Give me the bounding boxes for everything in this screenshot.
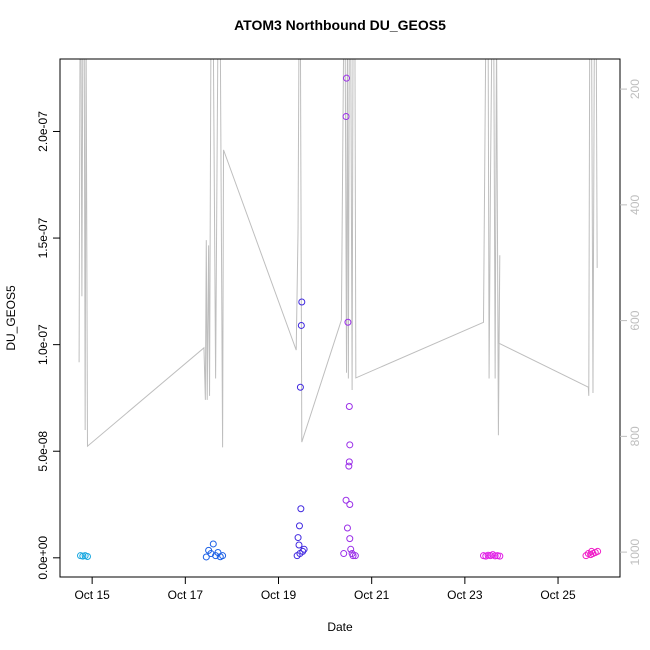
data-point: [345, 462, 353, 470]
data-point: [342, 113, 350, 121]
data-point: [296, 383, 304, 391]
y2-tick-label: 800: [628, 426, 642, 446]
y-axis-label: DU_GEOS5: [4, 285, 18, 351]
data-point: [297, 505, 305, 513]
x-tick-label: Oct 21: [354, 588, 390, 602]
y-tick-label: 1.5e-07: [36, 217, 50, 258]
y-tick-label: 5.0e-08: [36, 431, 50, 472]
chart-title: ATOM3 Northbound DU_GEOS5: [234, 17, 446, 33]
data-point: [209, 540, 217, 548]
y2-tick-label: 600: [628, 310, 642, 330]
data-point: [295, 522, 303, 530]
x-axis-label: Date: [327, 620, 353, 634]
data-point: [83, 553, 91, 561]
pressure-line: [78, 59, 598, 448]
plot-area: [76, 59, 602, 561]
x-tick-label: Oct 17: [168, 588, 204, 602]
y-tick-label: 1.0e-07: [36, 324, 50, 365]
y-tick-label: 2.0e-07: [36, 111, 50, 152]
data-point: [347, 545, 355, 553]
data-point: [351, 552, 359, 560]
data-point: [294, 534, 302, 542]
data-point: [343, 74, 351, 82]
plot-frame: [59, 58, 621, 578]
data-point: [340, 550, 348, 558]
data-point: [342, 496, 350, 504]
x-tick-label: Oct 23: [447, 588, 483, 602]
data-point: [346, 501, 354, 509]
x-tick-label: Oct 25: [540, 588, 576, 602]
data-point: [582, 552, 590, 560]
y2-tick-label: 400: [628, 195, 642, 215]
data-point: [496, 552, 504, 560]
data-point: [295, 541, 303, 549]
x-tick-label: Oct 15: [74, 588, 110, 602]
data-point: [346, 535, 354, 543]
data-point: [491, 552, 499, 560]
y2-tick-label: 1000: [628, 538, 642, 565]
data-point: [300, 545, 308, 553]
data-point: [345, 402, 353, 410]
data-point: [346, 441, 354, 449]
data-point: [298, 298, 306, 306]
data-point: [202, 553, 210, 561]
data-point: [343, 524, 351, 532]
data-point: [297, 321, 305, 329]
data-point: [594, 547, 602, 555]
data-point: [219, 552, 227, 560]
data-point: [349, 552, 357, 560]
y2-tick-label: 200: [628, 79, 642, 99]
data-point: [344, 318, 352, 326]
y-tick-label: 0.0e+00: [36, 536, 50, 580]
x-tick-label: Oct 19: [261, 588, 297, 602]
data-point: [345, 458, 353, 466]
